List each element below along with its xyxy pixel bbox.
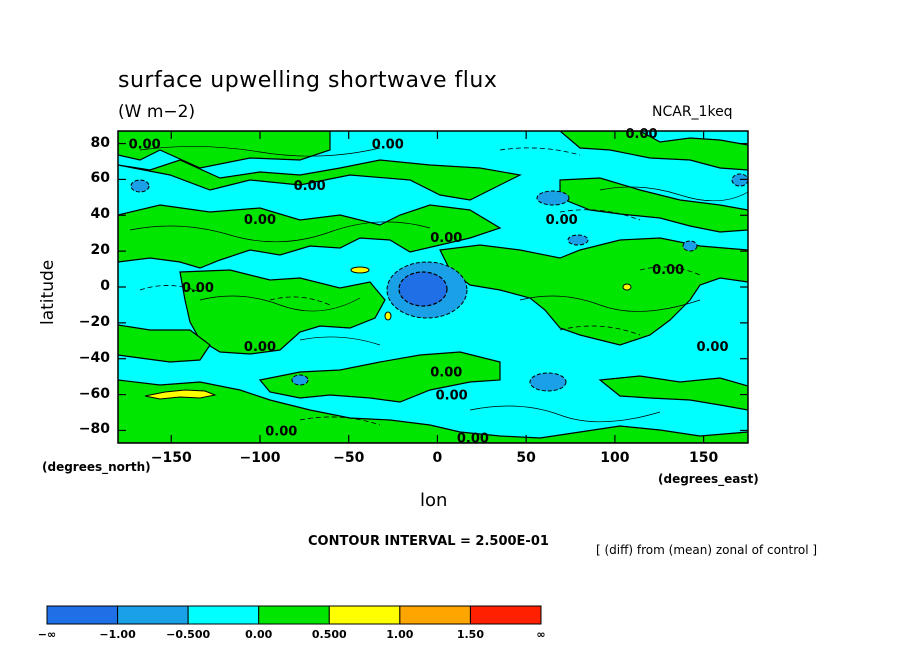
- contour-label: 0.00: [244, 340, 276, 355]
- contour-label: 0.00: [436, 389, 468, 404]
- contour-fill: [118, 131, 748, 443]
- contour-label: 0.00: [625, 127, 657, 142]
- colorbar-swatch: [469, 605, 542, 625]
- y-tick-label: −40: [78, 349, 110, 366]
- y-tick-label: −20: [78, 313, 110, 330]
- contour-label: 0.00: [430, 365, 462, 380]
- contour-interval: CONTOUR INTERVAL = 2.500E-01: [308, 534, 549, 549]
- x-axis-title: lon: [420, 490, 448, 511]
- contour-label: 0.00: [265, 424, 297, 439]
- colorbar-swatch: [187, 605, 260, 625]
- colorbar-label: ∞: [536, 628, 546, 641]
- colorbar-swatch: [117, 605, 189, 625]
- contour-label: 0.00: [294, 179, 326, 194]
- colorbar-swatch: [399, 605, 471, 625]
- colorbar-label: −∞: [37, 628, 57, 641]
- colorbar-label: 1.00: [386, 628, 414, 641]
- contour-label: 0.00: [129, 138, 161, 153]
- x-tick-label: 50: [516, 450, 536, 466]
- x-tick-label: 150: [689, 450, 719, 466]
- y-tick-label: 60: [90, 170, 110, 187]
- contour-label: 0.00: [182, 281, 214, 296]
- x-axis-units: (degrees_east): [658, 472, 759, 486]
- colorbar-swatch: [46, 605, 119, 625]
- contour-label: 0.00: [457, 432, 489, 447]
- y-axis-units: (degrees_north): [42, 460, 151, 474]
- y-tick-label: 20: [90, 242, 110, 259]
- dataset-label: NCAR_1keq: [652, 104, 733, 120]
- y-tick-label: 40: [90, 206, 110, 223]
- colorbar-swatch: [328, 605, 401, 625]
- y-tick-label: −60: [78, 385, 110, 402]
- contour-label: 0.00: [430, 231, 462, 246]
- x-tick-label: −50: [333, 450, 365, 466]
- contour-label: 0.00: [546, 213, 578, 228]
- units-label: (W m−2): [118, 102, 196, 122]
- y-tick-label: 80: [90, 134, 110, 151]
- x-tick-label: −100: [239, 450, 281, 466]
- x-tick-label: −150: [150, 450, 192, 466]
- contour-label: 0.00: [372, 138, 404, 153]
- colorbar-label: 0.00: [245, 628, 273, 641]
- chart-title: surface upwelling shortwave flux: [118, 68, 498, 93]
- colorbar-swatch: [258, 605, 330, 625]
- diff-note: [ (diff) from (mean) zonal of control ]: [596, 543, 818, 557]
- contour-label: 0.00: [696, 340, 728, 355]
- colorbar: [46, 605, 542, 625]
- y-axis-title: latitude: [38, 259, 58, 325]
- y-tick-label: −80: [78, 421, 110, 438]
- axis-ticks: [118, 131, 748, 443]
- contour-label: 0.00: [652, 263, 684, 278]
- colorbar-label: 1.50: [456, 628, 484, 641]
- colorbar-label: −1.00: [99, 628, 136, 641]
- colorbar-label: −0.500: [166, 628, 211, 641]
- contour-labels: 0.00 0.00 0.00 0.00 0.00 0.00 0.00 0.00 0.00 0.00…: [129, 127, 729, 447]
- contour-label: 0.00: [244, 213, 276, 228]
- colorbar-label: 0.500: [311, 628, 347, 641]
- y-tick-label: 0: [100, 278, 110, 294]
- x-tick-label: 100: [600, 450, 630, 466]
- x-tick-label: 0: [432, 450, 443, 466]
